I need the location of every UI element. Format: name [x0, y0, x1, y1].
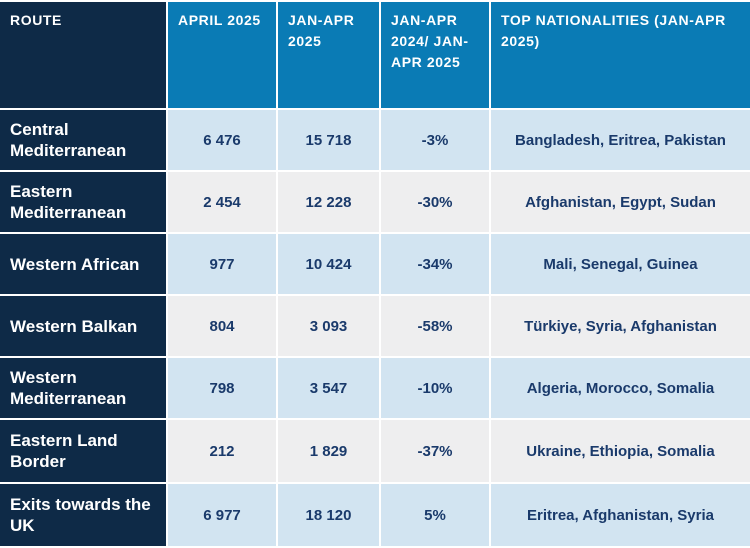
table-row: Western African 977 10 424 -34% Mali, Se…: [0, 232, 750, 296]
change-value: -10%: [379, 356, 491, 420]
table-row: Western Mediterranean 798 3 547 -10% Alg…: [0, 356, 750, 420]
april-2025-value: 6 977: [166, 482, 278, 548]
top-nationalities-value: Algeria, Morocco, Somalia: [489, 356, 750, 420]
change-value: -58%: [379, 294, 491, 358]
table-row: Central Mediterranean 6 476 15 718 -3% B…: [0, 108, 750, 172]
jan-apr-2025-value: 15 718: [276, 108, 381, 172]
table-row: Eastern Mediterranean 2 454 12 228 -30% …: [0, 170, 750, 234]
jan-apr-2025-value: 12 228: [276, 170, 381, 234]
header-row: ROUTE APRIL 2025 JAN-APR 2025 JAN-APR 20…: [0, 0, 750, 110]
route-name: Eastern Mediterranean: [0, 170, 168, 234]
april-2025-value: 798: [166, 356, 278, 420]
change-value: -30%: [379, 170, 491, 234]
table-row: Western Balkan 804 3 093 -58% Türkiye, S…: [0, 294, 750, 358]
april-2025-value: 212: [166, 418, 278, 484]
april-2025-value: 6 476: [166, 108, 278, 172]
top-nationalities-value: Türkiye, Syria, Afghanistan: [489, 294, 750, 358]
jan-apr-2025-value: 3 093: [276, 294, 381, 358]
jan-apr-2025-value: 1 829: [276, 418, 381, 484]
jan-apr-2025-value: 10 424: [276, 232, 381, 296]
table-row: Exits towards the UK 6 977 18 120 5% Eri…: [0, 482, 750, 548]
route-name: Western Mediterranean: [0, 356, 168, 420]
column-header-april-2025: APRIL 2025: [166, 0, 278, 110]
column-header-route: ROUTE: [0, 0, 168, 110]
april-2025-value: 804: [166, 294, 278, 358]
column-header-change: JAN-APR 2024/ JAN-APR 2025: [379, 0, 491, 110]
change-value: -37%: [379, 418, 491, 484]
table-row: Eastern Land Border 212 1 829 -37% Ukrai…: [0, 418, 750, 484]
route-name: Exits towards the UK: [0, 482, 168, 548]
column-header-jan-apr-2025: JAN-APR 2025: [276, 0, 381, 110]
change-value: -3%: [379, 108, 491, 172]
route-name: Western Balkan: [0, 294, 168, 358]
april-2025-value: 977: [166, 232, 278, 296]
jan-apr-2025-value: 3 547: [276, 356, 381, 420]
column-header-top-nationalities: TOP NATIONALITIES (JAN-APR 2025): [489, 0, 750, 110]
route-name: Central Mediterranean: [0, 108, 168, 172]
top-nationalities-value: Eritrea, Afghanistan, Syria: [489, 482, 750, 548]
route-name: Western African: [0, 232, 168, 296]
change-value: 5%: [379, 482, 491, 548]
top-nationalities-value: Bangladesh, Eritrea, Pakistan: [489, 108, 750, 172]
top-nationalities-value: Mali, Senegal, Guinea: [489, 232, 750, 296]
change-value: -34%: [379, 232, 491, 296]
top-nationalities-value: Afghanistan, Egypt, Sudan: [489, 170, 750, 234]
april-2025-value: 2 454: [166, 170, 278, 234]
top-nationalities-value: Ukraine, Ethiopia, Somalia: [489, 418, 750, 484]
jan-apr-2025-value: 18 120: [276, 482, 381, 548]
route-name: Eastern Land Border: [0, 418, 168, 484]
